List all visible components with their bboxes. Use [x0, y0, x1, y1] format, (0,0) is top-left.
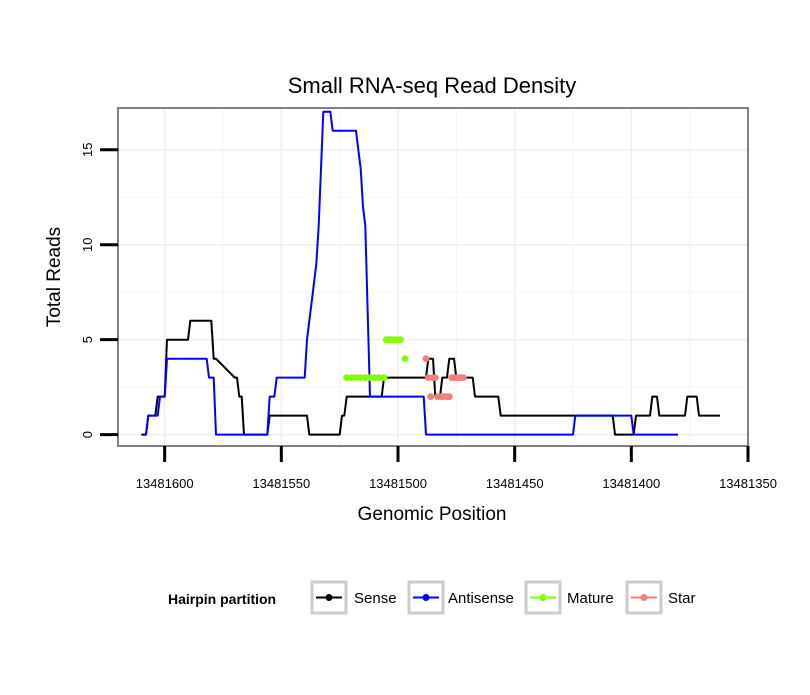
x-axis-label: Genomic Position: [358, 504, 507, 525]
point-mature: [371, 374, 379, 382]
x-tick-label: 13481600: [136, 476, 194, 491]
point-star: [424, 374, 432, 382]
y-tick-label: 0: [80, 431, 95, 438]
point-mature: [343, 374, 351, 382]
x-tick-label: 13481400: [602, 476, 660, 491]
y-tick-label: 15: [80, 143, 95, 157]
legend-key-point: [640, 594, 648, 601]
point-mature: [347, 374, 355, 382]
point-star: [422, 355, 430, 363]
point-star: [459, 374, 467, 382]
y-tick-label: 5: [80, 336, 95, 343]
y-tick-label: 10: [80, 237, 95, 251]
point-mature: [396, 336, 404, 344]
point-star: [445, 393, 453, 401]
legend-entry-star: Star: [625, 580, 696, 615]
legend-key-point: [539, 594, 547, 601]
point-mature: [352, 374, 360, 382]
x-tick-label: 13481450: [486, 476, 544, 491]
x-tick-label: 13481500: [369, 476, 427, 491]
legend-label: Mature: [567, 590, 614, 607]
point-mature: [357, 374, 365, 382]
legend-label: Sense: [354, 590, 397, 607]
legend-label: Antisense: [448, 590, 514, 607]
point-mature: [366, 374, 374, 382]
point-star: [427, 393, 435, 401]
y-axis: 0 5 10 15: [80, 143, 118, 438]
y-axis-label: Total Reads: [44, 227, 65, 327]
x-tick-label: 13481550: [252, 476, 310, 491]
legend-entry-sense: Sense: [310, 580, 397, 615]
point-mature: [401, 355, 409, 363]
x-axis: 13481600 13481550 13481500 13481450 13481400…: [136, 446, 777, 491]
point-mature: [361, 374, 369, 382]
legend-entry-antisense: Antisense: [407, 580, 514, 615]
series-layer: [141, 110, 720, 436]
legend-label: Star: [668, 590, 696, 607]
point-star: [431, 374, 439, 382]
plot-panel-border: [117, 107, 749, 447]
point-mature: [375, 374, 383, 382]
series-line-antisense: [143, 110, 678, 436]
legend-entry-mature: Mature: [524, 580, 614, 615]
legend-key-point: [325, 594, 333, 601]
legend-key-point: [422, 594, 430, 601]
legend: Hairpin partition Sense Antisense Mature St…: [168, 580, 696, 615]
point-mature: [380, 374, 388, 382]
x-tick-label: 13481350: [719, 476, 777, 491]
legend-title: Hairpin partition: [168, 591, 276, 607]
chart-title: Small RNA-seq Read Density: [288, 73, 577, 98]
